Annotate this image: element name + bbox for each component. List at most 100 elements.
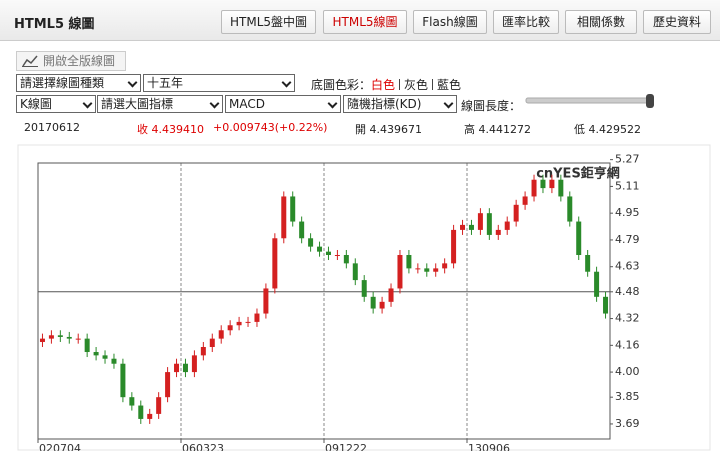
candle-body bbox=[397, 255, 403, 289]
candle-body bbox=[406, 255, 412, 269]
candle-body bbox=[433, 268, 439, 272]
bg-options: 白色 灰色 藍色 bbox=[371, 78, 461, 92]
candle-body bbox=[379, 301, 385, 309]
tab[interactable]: HTML5盤中圖 bbox=[221, 10, 316, 34]
candle-body bbox=[299, 221, 305, 239]
candle-body bbox=[48, 335, 54, 339]
y-tick-label: 3.85 bbox=[615, 390, 640, 403]
y-tick-label: 3.69 bbox=[615, 417, 640, 430]
candle-body bbox=[254, 313, 260, 322]
fullscreen-button[interactable]: 開啟全版線圖 bbox=[16, 51, 126, 71]
candle-body bbox=[576, 221, 582, 255]
y-tick-label: 4.95 bbox=[615, 206, 640, 219]
y-tick-label: 4.32 bbox=[615, 312, 640, 325]
candle-body bbox=[147, 413, 153, 419]
candle-body bbox=[272, 238, 278, 289]
bg-option[interactable]: 灰色 bbox=[404, 78, 429, 92]
candle-body bbox=[585, 255, 591, 272]
candle-body bbox=[594, 271, 600, 297]
candle-body bbox=[549, 179, 555, 189]
candle-body bbox=[111, 358, 117, 364]
candle-body bbox=[486, 213, 492, 235]
candle-body bbox=[174, 363, 180, 373]
y-tick-label: 4.16 bbox=[615, 338, 640, 351]
candle-body bbox=[388, 288, 394, 302]
watermark: cnYES鉅亨網 bbox=[536, 166, 620, 182]
y-tick-label: 4.63 bbox=[615, 260, 640, 273]
x-tick-label: 091222 bbox=[325, 442, 367, 451]
random-indicator-select[interactable]: 隨機指標(KD) bbox=[343, 95, 457, 113]
fullscreen-label: 開啟全版線圖 bbox=[43, 54, 116, 68]
tab[interactable]: 歷史資料 bbox=[643, 10, 711, 34]
candle-body bbox=[93, 352, 99, 356]
candle-body bbox=[66, 336, 72, 339]
candle-body bbox=[138, 405, 144, 419]
tab[interactable]: HTML5線圖 bbox=[323, 10, 407, 34]
candle-body bbox=[263, 288, 269, 314]
bg-option[interactable]: 藍色 bbox=[437, 78, 462, 92]
candle-body bbox=[504, 221, 510, 230]
candle-body bbox=[415, 268, 421, 270]
candle-body bbox=[451, 229, 457, 264]
candle-body bbox=[75, 338, 81, 340]
candle-body bbox=[209, 338, 215, 347]
candle-body bbox=[245, 321, 251, 323]
y-tick-label: 4.79 bbox=[615, 233, 640, 246]
candle-body bbox=[468, 224, 474, 230]
candle-body bbox=[182, 363, 188, 373]
candle-body bbox=[290, 196, 296, 222]
quote-high: 高 4.441272 bbox=[464, 123, 531, 136]
candle-body bbox=[165, 372, 171, 398]
x-tick-label: 060323 bbox=[182, 442, 224, 451]
tab[interactable]: 相關係數 bbox=[565, 10, 637, 34]
candle-body bbox=[129, 397, 135, 406]
candle-body bbox=[227, 325, 233, 331]
candle-body bbox=[39, 338, 45, 342]
candle-body bbox=[236, 321, 242, 326]
candle-body bbox=[102, 355, 108, 359]
bg-color-label: 底圖色彩： bbox=[311, 78, 372, 92]
candle-body bbox=[200, 347, 206, 356]
bg-option[interactable]: 白色 bbox=[371, 78, 396, 92]
candle-body bbox=[424, 268, 430, 272]
candle-body bbox=[343, 255, 349, 264]
candle-body bbox=[513, 204, 519, 222]
plot-border bbox=[37, 162, 611, 440]
y-tick-label: 4.00 bbox=[615, 365, 640, 378]
length-label: 線圖長度： bbox=[461, 99, 522, 113]
length-slider[interactable] bbox=[524, 93, 658, 109]
candle-body bbox=[460, 224, 466, 230]
main-indicator-select[interactable]: 請選大圖指標 bbox=[97, 95, 223, 113]
candle-body bbox=[334, 255, 340, 256]
candle-body bbox=[308, 238, 314, 247]
candle-body bbox=[361, 280, 367, 297]
candle-body bbox=[281, 196, 287, 239]
tab[interactable]: 匯率比較 bbox=[493, 10, 559, 34]
quote-change: +0.009743(+0.22%) bbox=[213, 121, 328, 134]
y-tick-label: 5.27 bbox=[615, 153, 640, 166]
kline-select[interactable]: K線圖 bbox=[16, 95, 96, 113]
candle-body bbox=[477, 213, 483, 230]
chart-frame bbox=[17, 144, 711, 451]
separator bbox=[432, 79, 434, 90]
y-tick-label: 4.48 bbox=[615, 285, 640, 298]
tab[interactable]: Flash線圖 bbox=[413, 10, 487, 34]
candle-body bbox=[442, 263, 448, 269]
candle-body bbox=[567, 196, 573, 222]
quote-close: 收 4.439410 bbox=[137, 123, 204, 136]
candle-body bbox=[325, 251, 331, 255]
header: HTML5 線圖 HTML5盤中圖 HTML5線圖 Flash線圖 匯率比較 相關係數歷… bbox=[0, 0, 720, 41]
y-tick-label: 5.11 bbox=[615, 179, 640, 192]
chart-type-select[interactable]: 請選擇線圖種類 bbox=[16, 74, 141, 92]
period-select[interactable]: 十五年 bbox=[143, 74, 295, 92]
candle-body bbox=[218, 330, 224, 339]
separator bbox=[399, 79, 401, 90]
candle-body bbox=[540, 179, 546, 189]
quote-date: 20170612 bbox=[24, 121, 80, 134]
candle-body bbox=[531, 179, 537, 197]
candle-body bbox=[84, 338, 90, 353]
x-tick-label: 020704 bbox=[39, 442, 81, 451]
candle-body bbox=[191, 355, 197, 373]
indicator-select[interactable]: MACD bbox=[225, 95, 341, 113]
